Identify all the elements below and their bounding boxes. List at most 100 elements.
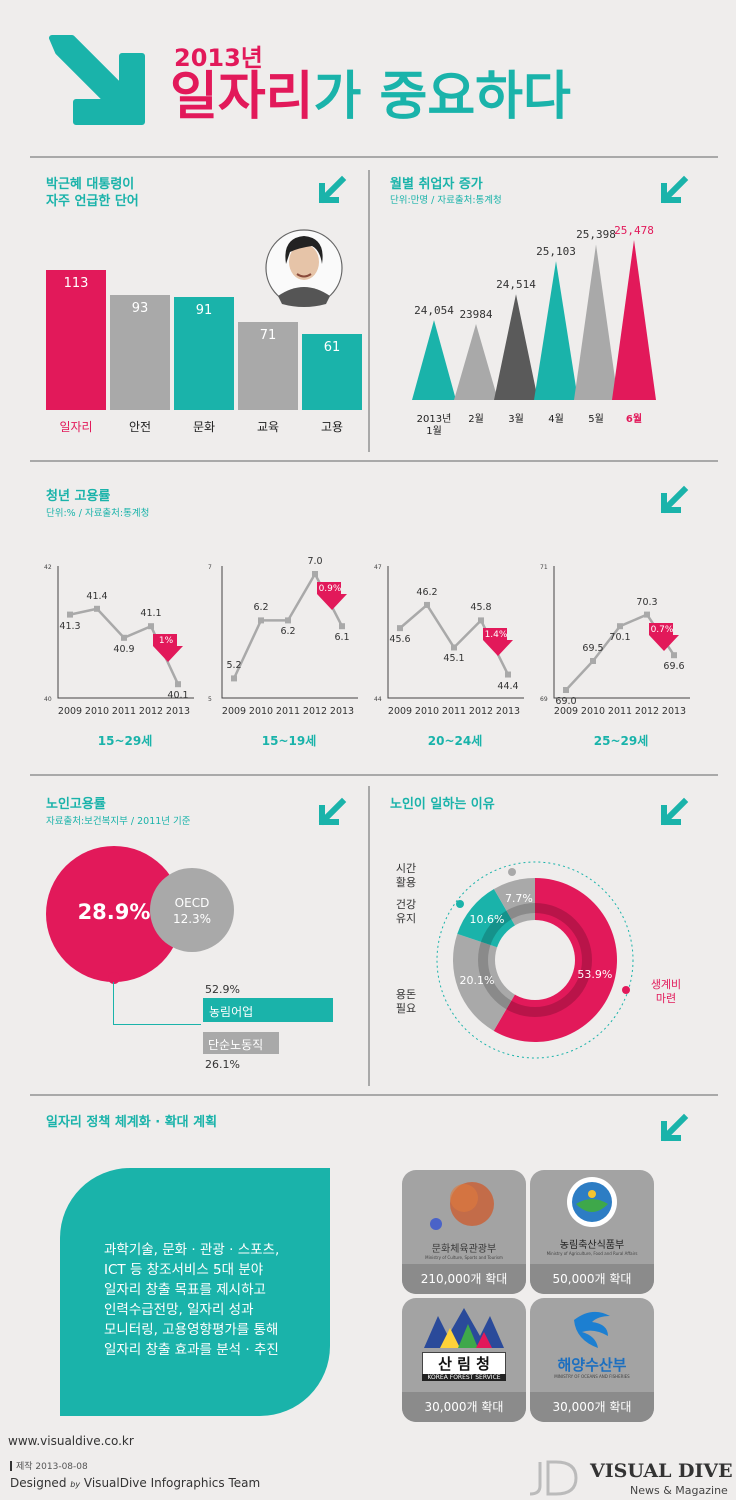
tile-amount: 50,000개 확대 (530, 1264, 654, 1294)
bar-value: 93 (131, 301, 149, 316)
slice-value: 10.6% (469, 912, 505, 926)
callout-dot (622, 986, 630, 994)
x-tick: 2012 (468, 706, 494, 717)
y-tick-min: 5 (208, 696, 212, 703)
y-tick-max: 42 (44, 564, 52, 571)
axis (387, 566, 524, 699)
oecd-circle (150, 868, 234, 952)
decrease-arrow-icon (477, 628, 513, 657)
bar-value: 61 (323, 340, 341, 355)
youth-subtitle: 단위:% / 자료출처:통계청 (46, 508, 150, 519)
agriculture-logo-icon (567, 1177, 617, 1227)
tile-sub: MINISTRY OF OCEANS AND FISHERIES (554, 1374, 630, 1379)
point-label: 45.6 (389, 634, 411, 646)
bar-label: 고용 (320, 420, 344, 434)
y-tick-max: 47 (374, 564, 382, 571)
forest-logo-icon (424, 1308, 504, 1348)
x-tick: 2009 (553, 706, 579, 717)
bar-value: 71 (259, 328, 277, 343)
point-label: 69.0 (555, 696, 577, 707)
point-label: 40.1 (167, 690, 189, 702)
arrow-icon (660, 1113, 689, 1142)
month-value: 24,514 (496, 278, 536, 292)
month-triangle (494, 294, 538, 400)
monthly-triangle-chart (412, 240, 656, 400)
data-point (671, 652, 677, 659)
point-label: 69.6 (663, 661, 685, 673)
footer-credit: Designed by VisualDive Infographics Team (10, 1476, 260, 1490)
point-label: 41.4 (86, 590, 108, 602)
arrow-icon (660, 175, 689, 204)
data-point (94, 605, 100, 612)
x-tick: 2012 (138, 706, 164, 717)
tile-amount: 210,000개 확대 (402, 1264, 526, 1294)
decrease-arrow-icon (311, 582, 347, 610)
footer-team: VisualDive Infographics Team (83, 1476, 261, 1490)
data-point (121, 634, 127, 641)
month-label: 2월 (468, 414, 484, 425)
arrow-icon (318, 175, 347, 204)
x-tick: 2009 (221, 706, 247, 717)
bar-label: 일자리 (59, 420, 93, 434)
month-value: 24,054 (414, 304, 454, 318)
footer-designed: Designed (10, 1476, 67, 1490)
bar-4 (238, 322, 298, 410)
tile-name: 산 림 청 (422, 1352, 506, 1375)
reasons-title: 노인이 일하는 이유 (390, 797, 495, 812)
month-label: 6월 (625, 414, 643, 425)
footer-url[interactable]: www.visualdive.co.kr (8, 1434, 134, 1448)
divider (368, 170, 370, 452)
data-point (175, 681, 181, 688)
x-tick: 2011 (607, 706, 633, 717)
data-point (617, 623, 623, 630)
bar-3 (174, 297, 234, 410)
x-tick: 2010 (414, 706, 440, 717)
elderly-title: 노인고용률 (46, 797, 106, 812)
point-label: 45.8 (470, 602, 492, 614)
decrease-arrow-icon (147, 634, 183, 663)
point-label: 6.2 (280, 626, 296, 638)
donut-inner-ring (478, 903, 592, 1017)
point-label: 41.3 (59, 620, 81, 632)
oecd-label: OECD (174, 896, 210, 910)
x-tick: 2013 (495, 706, 521, 717)
arrow-icon (660, 797, 689, 826)
month-label: 5월 (588, 414, 604, 425)
visualdive-logo-icon (529, 1460, 578, 1496)
data-point (285, 617, 291, 624)
point-label: 5.2 (226, 660, 242, 672)
president-portrait (265, 229, 343, 307)
slice-value: 20.1% (459, 973, 495, 987)
ministry-tile-oceans: 해양수산부 MINISTRY OF OCEANS AND FISHERIES 3… (530, 1298, 654, 1422)
decrease-badge: 1.4% (484, 630, 508, 641)
oecd-value: 12.3% (172, 912, 212, 926)
month-triangle (412, 320, 456, 400)
data-point (451, 644, 457, 651)
callout-dot (508, 868, 516, 876)
connector-line (113, 1024, 201, 1025)
x-tick: 2013 (661, 706, 687, 717)
donut-hole (495, 920, 575, 1000)
oceans-logo-icon (574, 1311, 610, 1348)
month-label: 4월 (548, 414, 564, 425)
tile-sub: KOREA FOREST SERVICE (422, 1374, 506, 1381)
header-year: 2013년 (174, 44, 263, 72)
reason-label: 시간 활용 (395, 862, 417, 889)
x-tick: 2010 (84, 706, 110, 717)
point-label: 70.3 (636, 596, 658, 608)
data-point (563, 687, 569, 693)
youth-caption: 25~29세 (593, 734, 649, 748)
reasons-donut-chart (436, 861, 634, 1059)
x-tick: 2011 (441, 706, 467, 717)
month-label: 3월 (508, 414, 524, 425)
axis (57, 566, 194, 699)
point-label: 40.9 (113, 643, 135, 655)
point-label: 44.4 (497, 680, 519, 692)
footer-date-marker (10, 1461, 12, 1471)
policy-panel (60, 1168, 330, 1416)
words-title: 박근혜 대통령이 자주 언급한 단어 (46, 177, 139, 209)
month-triangle (612, 240, 656, 400)
tile-amount: 30,000개 확대 (530, 1392, 654, 1422)
slice-value: 53.9% (577, 968, 613, 982)
